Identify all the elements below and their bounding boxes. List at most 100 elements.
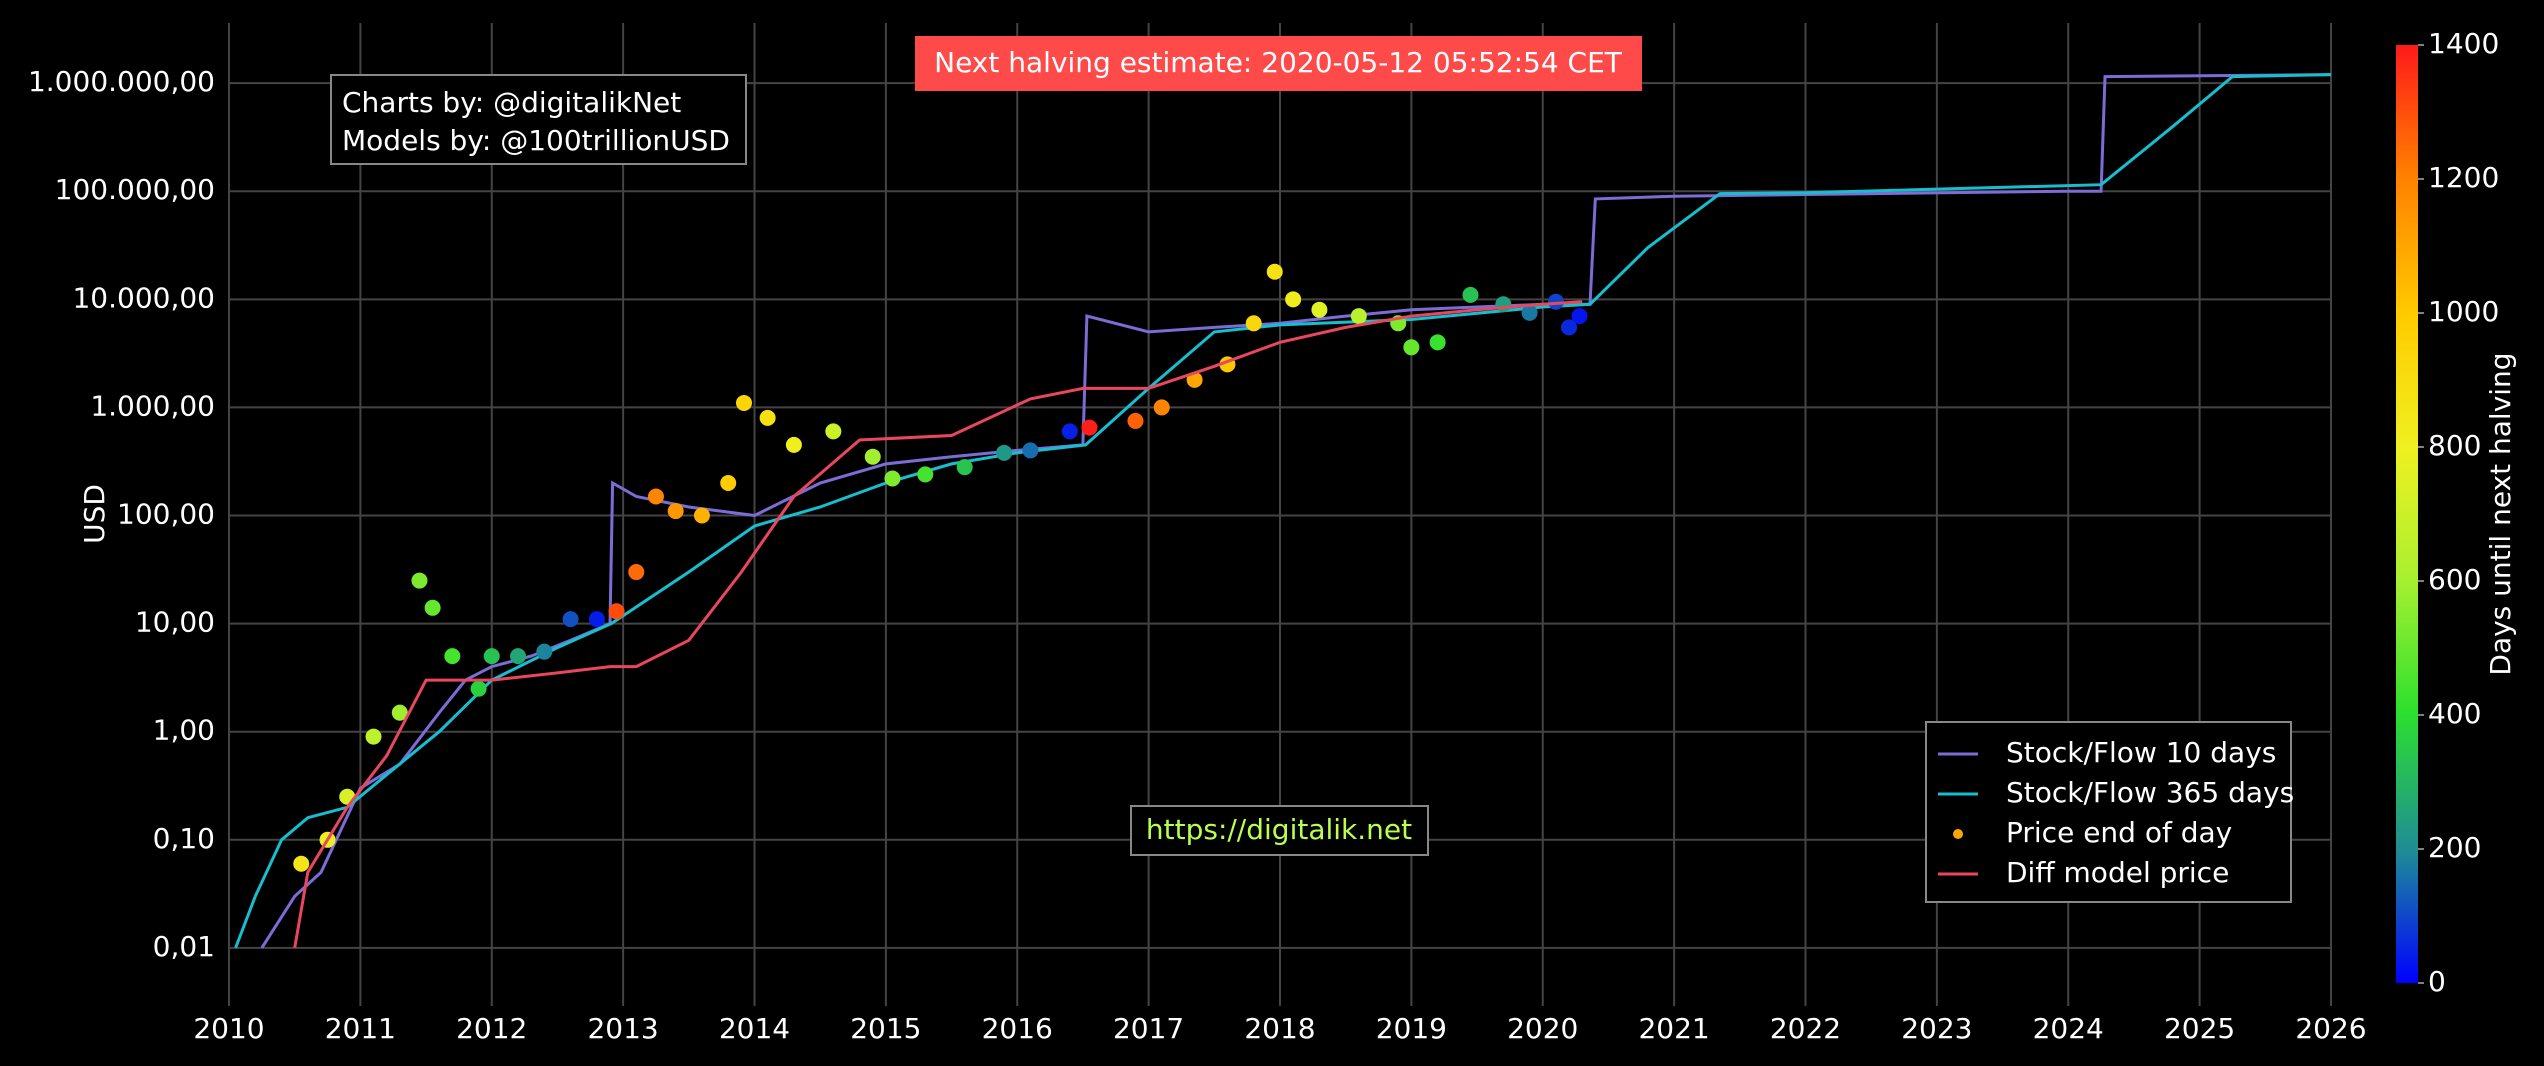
x-tick-label: 2021 — [1638, 1012, 1709, 1045]
credit-line: Charts by: @digitalikNet — [342, 86, 681, 119]
y-tick-label: 0,10 — [153, 822, 215, 855]
y-tick-label: 100,00 — [117, 498, 215, 531]
price-point — [470, 680, 487, 697]
price-point — [588, 611, 605, 628]
price-point — [1403, 339, 1420, 356]
x-tick-label: 2018 — [1244, 1012, 1315, 1045]
x-tick-label: 2020 — [1507, 1012, 1578, 1045]
price-point — [864, 448, 881, 465]
price-point — [785, 436, 802, 453]
y-tick-label: 1.000.000,00 — [28, 65, 215, 98]
price-point — [996, 444, 1013, 461]
price-point — [510, 648, 527, 665]
website-link: https://digitalik.net — [1146, 813, 1412, 846]
price-point — [1266, 263, 1283, 280]
price-point — [720, 474, 737, 491]
y-tick-label: 0,01 — [153, 930, 215, 963]
price-point — [1061, 423, 1078, 440]
colorbar-tick-label: 0 — [2428, 965, 2446, 998]
y-tick-label: 10.000,00 — [72, 281, 215, 314]
legend-label: Stock/Flow 365 days — [2006, 776, 2294, 809]
credit-line: Models by: @100trillionUSD — [342, 124, 730, 157]
price-point — [444, 648, 461, 665]
colorbar-tick-label: 400 — [2428, 697, 2481, 730]
colorbar-tick-label: 1200 — [2428, 161, 2499, 194]
price-point — [1285, 291, 1302, 308]
x-tick-label: 2019 — [1376, 1012, 1447, 1045]
price-point — [1571, 308, 1588, 325]
website-box — [1130, 805, 1429, 856]
price-point — [759, 409, 776, 426]
x-tick-label: 2014 — [719, 1012, 790, 1045]
x-tick-label: 2024 — [2033, 1012, 2104, 1045]
series-line — [260, 73, 2332, 949]
price-point — [293, 855, 310, 872]
y-tick-label: 10,00 — [135, 606, 215, 639]
price-point — [956, 459, 973, 476]
price-point — [1429, 334, 1446, 351]
price-point — [1127, 412, 1144, 429]
price-point — [562, 611, 579, 628]
price-point — [1350, 308, 1367, 325]
colorbar-tick-label: 600 — [2428, 563, 2481, 596]
legend-swatch — [1953, 829, 1963, 839]
price-point — [1561, 319, 1578, 336]
x-tick-label: 2011 — [325, 1012, 396, 1045]
x-tick-label: 2013 — [587, 1012, 658, 1045]
x-tick-label: 2022 — [1770, 1012, 1841, 1045]
x-tick-label: 2012 — [456, 1012, 527, 1045]
x-tick-label: 2023 — [1901, 1012, 1972, 1045]
x-tick-label: 2025 — [2164, 1012, 2235, 1045]
colorbar-tick-label: 200 — [2428, 831, 2481, 864]
price-point — [1521, 304, 1538, 321]
halving-box — [915, 36, 1642, 91]
colorbar — [2396, 45, 2418, 983]
price-point — [1245, 315, 1262, 332]
price-point — [1153, 399, 1170, 416]
price-point — [884, 470, 901, 487]
price-point — [1462, 286, 1479, 303]
colorbar-title: Days until next halving — [2484, 352, 2517, 675]
price-point — [1081, 419, 1098, 436]
legend-label: Price end of day — [2006, 816, 2232, 849]
price-point — [647, 488, 664, 505]
price-point — [424, 599, 441, 616]
price-point — [1311, 301, 1328, 318]
price-point — [667, 503, 684, 520]
colorbar-tick-label: 1000 — [2428, 295, 2499, 328]
x-tick-label: 2017 — [1113, 1012, 1184, 1045]
legend-label: Diff model price — [2006, 856, 2229, 889]
legend-box — [1925, 721, 2292, 903]
x-tick-label: 2016 — [982, 1012, 1053, 1045]
price-point — [365, 728, 382, 745]
price-point — [536, 643, 553, 660]
colorbar-tick-label: 1400 — [2428, 27, 2499, 60]
y-axis-title: USD — [78, 484, 111, 544]
price-point — [628, 564, 645, 581]
price-point — [1495, 296, 1512, 313]
price-point — [1022, 442, 1039, 459]
price-point — [1547, 293, 1564, 310]
x-tick-label: 2015 — [850, 1012, 921, 1045]
x-tick-label: 2010 — [193, 1012, 264, 1045]
y-tick-label: 1.000,00 — [90, 389, 215, 422]
price-point — [411, 572, 428, 589]
x-tick-label: 2026 — [2295, 1012, 2366, 1045]
colorbar-tick-label: 800 — [2428, 429, 2481, 462]
price-point — [693, 507, 710, 524]
y-tick-label: 1,00 — [153, 714, 215, 747]
price-point — [735, 394, 752, 411]
price-point — [483, 648, 500, 665]
credits-box — [330, 74, 747, 165]
series-line — [234, 73, 2332, 949]
halving-note: Next halving estimate: 2020-05-12 05:52:… — [934, 46, 1623, 79]
price-point — [391, 704, 408, 721]
price-point — [917, 466, 934, 483]
price-point — [608, 603, 625, 620]
legend-label: Stock/Flow 10 days — [2006, 736, 2276, 769]
series-line — [293, 300, 1583, 949]
y-tick-label: 100.000,00 — [55, 173, 215, 206]
price-point — [825, 423, 842, 440]
